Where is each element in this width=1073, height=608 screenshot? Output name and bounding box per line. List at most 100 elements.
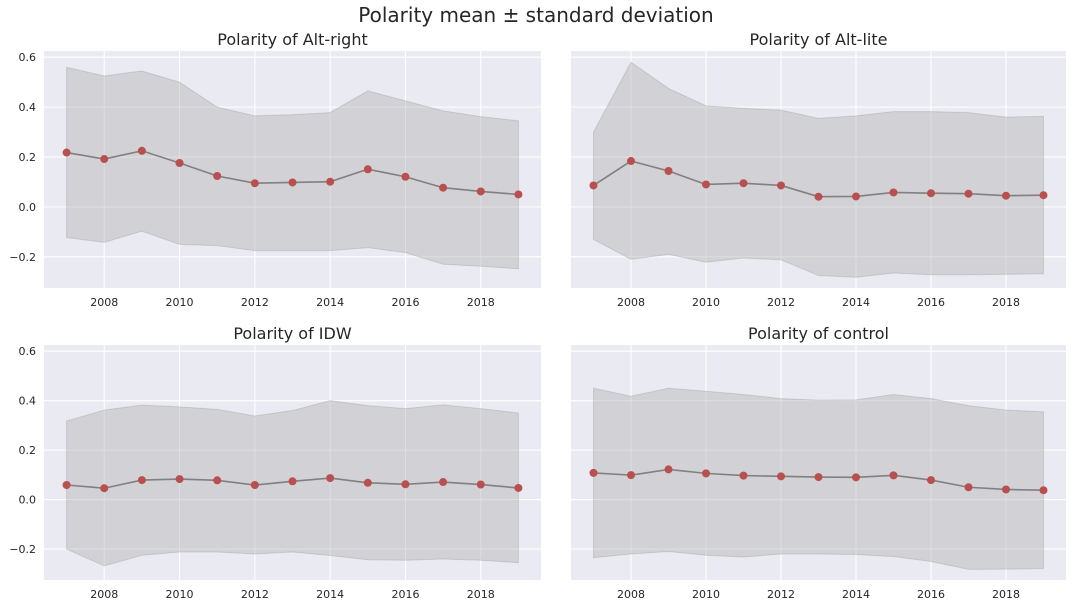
panel-1: Polarity of Alt-lite 2008 2010 2012 2014 2016…: [571, 30, 1066, 309]
mean-point: [627, 471, 635, 480]
y-tick-label: −0.2: [9, 543, 36, 556]
y-tick-label: 0.4: [19, 395, 37, 408]
y-tick-label: 0.0: [19, 201, 37, 214]
mean-point: [100, 155, 109, 164]
mean-point: [175, 159, 184, 168]
x-tick-label: 2010: [692, 588, 720, 601]
mean-point: [175, 475, 184, 484]
mean-point: [664, 465, 673, 474]
mean-point: [702, 180, 710, 189]
plot-area: [571, 345, 1066, 580]
x-tick-label: 2018: [992, 588, 1020, 601]
x-tick-label: 2008: [90, 588, 118, 601]
x-tick-label: 2016: [391, 588, 419, 601]
x-tick-label: 2010: [692, 296, 720, 309]
mean-point: [288, 178, 297, 187]
mean-point: [852, 192, 860, 201]
mean-point: [213, 171, 222, 180]
x-tick-label: 2008: [617, 588, 645, 601]
x-tick-label: 2016: [917, 296, 945, 309]
x-tick-label: 2008: [90, 296, 118, 309]
mean-point: [439, 478, 448, 487]
mean-point: [1002, 191, 1010, 200]
x-tick-label: 2018: [467, 296, 495, 309]
x-tick-label: 2008: [617, 296, 645, 309]
mean-point: [777, 181, 785, 190]
x-tick-label: 2016: [391, 296, 419, 309]
x-tick-label: 2010: [166, 296, 194, 309]
mean-point: [664, 166, 673, 175]
mean-point: [514, 483, 523, 492]
panel-title: Polarity of control: [748, 324, 889, 343]
plot-area: [571, 51, 1066, 288]
mean-point: [401, 480, 410, 489]
x-tick-label: 2012: [241, 296, 269, 309]
mean-point: [363, 165, 372, 174]
mean-point: [401, 172, 410, 181]
mean-point: [514, 190, 523, 199]
panel-3: Polarity of control 2008 2010 2012 2014 2016 2…: [571, 324, 1066, 601]
mean-point: [363, 478, 372, 487]
mean-point: [964, 483, 973, 492]
mean-point: [476, 187, 485, 196]
mean-point: [476, 480, 485, 489]
mean-point: [1039, 486, 1048, 495]
mean-point: [739, 179, 748, 188]
x-tick-label: 2014: [842, 588, 870, 601]
mean-point: [964, 189, 973, 198]
mean-point: [927, 189, 935, 198]
y-tick-label: 0.6: [19, 51, 37, 64]
mean-point: [62, 148, 71, 157]
mean-point: [213, 476, 222, 485]
mean-point: [852, 473, 860, 482]
y-tick-label: 0.4: [19, 101, 37, 114]
mean-point: [137, 146, 146, 155]
mean-point: [1002, 485, 1010, 494]
x-tick-label: 2012: [767, 588, 795, 601]
mean-point: [137, 476, 146, 485]
mean-point: [702, 469, 710, 478]
mean-point: [777, 472, 785, 481]
plot-area: [44, 51, 541, 288]
figure-title: Polarity mean ± standard deviation: [358, 3, 713, 27]
x-tick-label: 2018: [467, 588, 495, 601]
y-tick-label: 0.0: [19, 494, 37, 507]
mean-point: [100, 484, 109, 493]
panel-0: Polarity of Alt-right 2008 2010 2012 2014 201…: [9, 30, 541, 309]
mean-point: [814, 192, 823, 201]
mean-point: [627, 157, 635, 166]
mean-point: [889, 188, 898, 197]
x-tick-label: 2018: [992, 296, 1020, 309]
panel-title: Polarity of IDW: [233, 324, 352, 343]
mean-point: [739, 471, 748, 480]
mean-point: [589, 181, 598, 190]
panels: Polarity of Alt-right 2008 2010 2012 2014 201…: [9, 30, 1066, 601]
std-band: [593, 61, 1044, 278]
mean-point: [439, 183, 448, 192]
mean-point: [814, 473, 823, 482]
mean-point: [326, 474, 335, 483]
plot-area: [44, 345, 541, 580]
mean-point: [288, 477, 297, 486]
mean-point: [250, 179, 259, 188]
x-tick-label: 2012: [241, 588, 269, 601]
x-tick-label: 2012: [767, 296, 795, 309]
mean-point: [589, 468, 598, 477]
x-tick-label: 2014: [316, 588, 344, 601]
y-tick-label: −0.2: [9, 251, 36, 264]
y-tick-label: 0.2: [19, 444, 37, 457]
x-tick-label: 2016: [917, 588, 945, 601]
x-tick-label: 2014: [316, 296, 344, 309]
panel-2: Polarity of IDW 2008 2010 2012 2014 2016 2018 −…: [9, 324, 541, 601]
panel-title: Polarity of Alt-lite: [750, 30, 888, 49]
mean-point: [927, 476, 935, 485]
mean-point: [62, 481, 71, 490]
x-tick-label: 2010: [166, 588, 194, 601]
x-tick-label: 2014: [842, 296, 870, 309]
panel-title: Polarity of Alt-right: [217, 30, 368, 49]
mean-point: [889, 471, 898, 480]
mean-point: [326, 177, 335, 186]
y-tick-label: 0.2: [19, 151, 37, 164]
mean-point: [250, 481, 259, 490]
